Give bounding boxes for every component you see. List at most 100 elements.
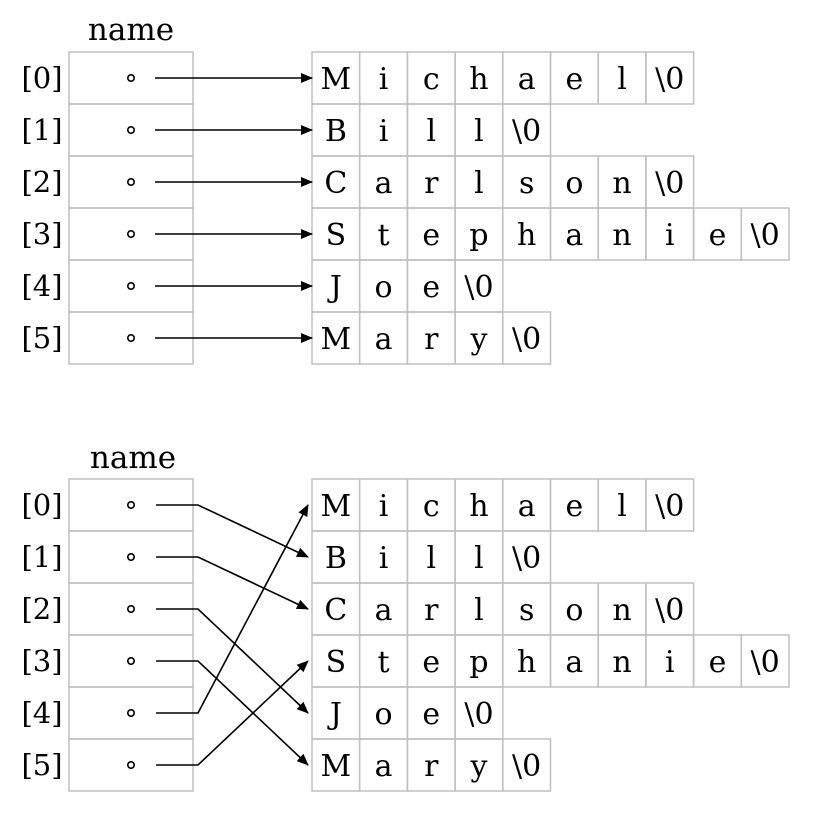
char-label: p: [469, 645, 488, 680]
char-label: J: [327, 697, 342, 732]
char-label: h: [469, 62, 488, 97]
char-label: B: [325, 114, 347, 149]
char-label: \0: [655, 166, 684, 201]
char-label: i: [665, 218, 675, 253]
char-cell: [740, 207, 790, 261]
char-label: l: [474, 114, 484, 149]
char-cell: [645, 478, 695, 532]
char-label: n: [612, 166, 631, 201]
char-label: \0: [751, 218, 780, 253]
pointer-dot: [127, 333, 136, 342]
char-label: i: [665, 645, 675, 680]
array-name-label: name: [90, 440, 176, 476]
diagram-before: name[0][1][2][3][4][5]M i c h a e l \0B i l l \0C a r…: [21, 12, 790, 365]
char-label: a: [375, 322, 393, 357]
char-label: c: [423, 489, 440, 524]
char-label: \0: [655, 62, 684, 97]
pointer-dot: [127, 656, 136, 665]
char-label: M: [320, 322, 351, 357]
char-label: o: [375, 697, 393, 732]
index-label: [2]: [21, 165, 62, 199]
char-label: \0: [512, 322, 541, 357]
index-label: [1]: [21, 540, 62, 574]
pointer-arrow: [156, 556, 309, 610]
char-label: e: [709, 645, 727, 680]
pointer-arrow: [156, 660, 309, 766]
char-label: C: [324, 166, 347, 201]
char-label: l: [474, 541, 484, 576]
pointer-dot: [127, 708, 136, 717]
diagram-after: name[0][1][2][3][4][5]M i c h a e l \0B i l l \0C a r…: [21, 440, 790, 792]
index-label: [1]: [21, 113, 62, 147]
char-label: i: [379, 489, 389, 524]
char-label: i: [379, 114, 389, 149]
pointer-dot: [127, 604, 136, 613]
pointer-arrow: [156, 608, 309, 714]
char-label: h: [517, 218, 536, 253]
char-label: n: [612, 645, 631, 680]
char-label: l: [617, 62, 627, 97]
char-label: e: [422, 645, 440, 680]
char-label: a: [375, 166, 393, 201]
char-label: \0: [464, 270, 493, 305]
char-label: n: [612, 593, 631, 628]
char-label: l: [474, 166, 484, 201]
index-label: [5]: [21, 321, 62, 355]
char-label: t: [378, 218, 390, 253]
index-label: [2]: [21, 592, 62, 626]
char-label: C: [324, 593, 347, 628]
index-label: [0]: [21, 488, 62, 522]
char-label: \0: [512, 749, 541, 784]
char-label: p: [469, 218, 488, 253]
char-label: M: [320, 489, 351, 524]
pointer-dot: [127, 126, 136, 135]
pointer-dot: [127, 74, 136, 83]
char-label: o: [375, 270, 393, 305]
char-label: t: [378, 645, 390, 680]
char-label: e: [709, 218, 727, 253]
char-label: \0: [512, 541, 541, 576]
char-label: B: [325, 541, 347, 576]
pointer-dot: [127, 230, 136, 239]
char-label: \0: [655, 593, 684, 628]
char-cell: [645, 51, 695, 105]
char-label: y: [469, 749, 487, 784]
char-label: \0: [464, 697, 493, 732]
index-label: [5]: [21, 748, 62, 782]
index-label: [0]: [21, 61, 62, 95]
char-label: r: [424, 593, 439, 628]
char-label: J: [327, 270, 342, 305]
char-label: M: [320, 749, 351, 784]
char-label: M: [320, 62, 351, 97]
pointer-dot: [127, 760, 136, 769]
index-label: [4]: [21, 269, 62, 303]
pointer-dot: [127, 178, 136, 187]
char-label: a: [375, 749, 393, 784]
char-label: a: [518, 489, 536, 524]
char-cell: [740, 634, 790, 688]
char-label: e: [422, 218, 440, 253]
char-cell: [502, 311, 552, 365]
char-cell: [502, 738, 552, 792]
char-label: l: [617, 489, 627, 524]
pointer-arrow: [156, 660, 309, 766]
char-label: r: [424, 322, 439, 357]
char-label: h: [469, 489, 488, 524]
char-label: n: [612, 218, 631, 253]
char-label: l: [426, 541, 436, 576]
char-label: a: [565, 645, 583, 680]
char-label: a: [565, 218, 583, 253]
index-label: [4]: [21, 696, 62, 730]
char-label: i: [379, 62, 389, 97]
